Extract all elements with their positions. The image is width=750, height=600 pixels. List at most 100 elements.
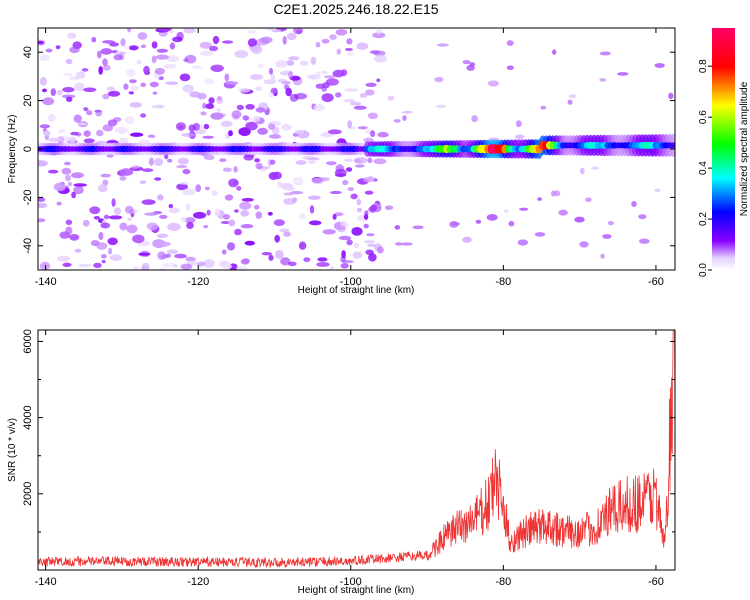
heatmap-noise-blob: [175, 122, 186, 131]
heatmap-noise-blob: [223, 214, 230, 220]
colorbar-tick-label: 0.8: [698, 59, 709, 73]
heatmap-noise-blob: [154, 158, 164, 166]
heatmap-noise-blob: [336, 48, 341, 55]
heatmap-noise-blob: [219, 158, 227, 163]
heatmap-noise-blob: [349, 101, 362, 106]
heatmap-noise-blob: [334, 212, 344, 217]
heatmap-noise-blob: [83, 107, 89, 112]
heatmap-noise-blob: [162, 262, 177, 268]
heatmap-noise-blob: [111, 198, 116, 207]
heatmap-noise-blob: [359, 93, 368, 98]
heatmap-noise-blob: [283, 198, 296, 205]
heatmap-noise-blob: [129, 102, 142, 108]
heatmap-noise-blob: [62, 262, 72, 267]
heatmap-noise-blob: [298, 213, 307, 220]
heatmap-noise-blob: [169, 42, 176, 50]
heatmap-noise-blob: [341, 250, 346, 259]
heatmap-noise-blob: [236, 265, 248, 270]
heatmap-noise-blob: [128, 45, 139, 51]
heatmap-x-tick-label: -120: [187, 276, 209, 288]
heatmap-noise-blob: [236, 186, 242, 191]
heatmap-noise-blob: [370, 204, 377, 212]
heatmap-noise-blob: [55, 45, 61, 50]
heatmap-noise-blob: [107, 90, 121, 97]
heatmap-noise-blob: [329, 266, 335, 270]
heatmap-noise-blob: [257, 127, 269, 135]
heatmap-noise-blob: [167, 158, 173, 163]
heatmap-noise-blob: [285, 87, 293, 97]
heatmap-noise-blob: [274, 234, 281, 243]
heatmap-noise-blob: [394, 242, 403, 246]
heatmap-noise-blob: [393, 119, 401, 123]
heatmap-noise-blob: [286, 32, 297, 41]
heatmap-noise-blob: [133, 266, 140, 270]
heatmap-noise-blob: [222, 40, 234, 44]
heatmap-noise-blob: [238, 87, 251, 93]
heatmap-noise-blob: [367, 157, 373, 164]
heatmap-noise-blob: [412, 225, 424, 230]
heatmap-noise-blob: [197, 261, 206, 266]
snr-frame: [37, 329, 676, 571]
heatmap-noise-blob: [279, 228, 290, 233]
heatmap-noise-blob: [282, 36, 287, 45]
heatmap-noise-blob: [214, 208, 220, 217]
heatmap-noise-blob: [154, 177, 162, 181]
heatmap-noise-blob: [173, 264, 178, 268]
heatmap-noise-blob: [83, 130, 91, 137]
heatmap-noise-blob: [42, 88, 47, 93]
heatmap-noise-blob: [125, 69, 136, 77]
heatmap-noise-blob: [328, 129, 342, 135]
heatmap-noise-blob: [101, 259, 106, 264]
heatmap-noise-blob: [354, 157, 368, 164]
heatmap-noise-blob: [353, 105, 367, 110]
heatmap-noise-blob: [435, 104, 447, 109]
snr-plot-area: [38, 330, 675, 569]
colorbar-tick-label: 0.4: [698, 161, 709, 175]
heatmap-noise-blob: [471, 115, 478, 123]
heatmap-noise-blob: [48, 169, 59, 174]
heatmap-noise-blob: [436, 43, 449, 47]
heatmap-noise-blob: [344, 88, 359, 92]
heatmap-noise-blob: [129, 79, 137, 84]
heatmap-noise-blob: [68, 181, 72, 187]
heatmap-noise-blob: [48, 137, 61, 142]
heatmap-noise-blob: [73, 183, 87, 187]
heatmap-noise-blob: [102, 124, 114, 132]
heatmap-noise-blob: [228, 178, 239, 188]
heatmap-noise-blob: [42, 97, 55, 106]
heatmap-noise-blob: [165, 253, 172, 258]
heatmap-noise-blob: [224, 73, 230, 82]
heatmap-noise-blob: [554, 190, 561, 197]
heatmap-noise-blob: [351, 227, 363, 236]
heatmap-noise-blob: [236, 104, 244, 111]
heatmap-noise-blob: [81, 68, 89, 72]
heatmap-noise-blob: [286, 60, 295, 66]
heatmap-noise-blob: [332, 213, 337, 220]
heatmap-noise-blob: [93, 262, 102, 269]
heatmap-noise-blob: [39, 54, 51, 62]
heatmap-noise-blob: [70, 172, 84, 179]
heatmap-noise-blob: [249, 74, 264, 80]
heatmap-noise-blob: [140, 113, 147, 118]
heatmap-noise-blob: [140, 82, 146, 88]
heatmap-noise-blob: [220, 221, 231, 224]
heatmap-noise-blob: [344, 158, 354, 162]
heatmap-noise-blob: [321, 93, 334, 103]
heatmap-noise-blob: [176, 165, 188, 169]
heatmap-noise-blob: [168, 204, 174, 209]
heatmap-noise-blob: [288, 261, 297, 267]
heatmap-noise-blob: [65, 174, 71, 182]
heatmap-noise-blob: [347, 52, 355, 56]
heatmap-noise-blob: [599, 51, 611, 56]
heatmap-noise-blob: [376, 29, 382, 34]
heatmap-noise-blob: [156, 233, 168, 238]
heatmap-noise-blob: [103, 214, 110, 220]
snr-x-axis-label: Height of straight line (km): [298, 585, 415, 596]
heatmap-noise-blob: [269, 67, 273, 75]
heatmap-noise-blob: [90, 240, 100, 247]
heatmap-noise-blob: [273, 219, 285, 227]
heatmap-noise-blob: [574, 216, 585, 223]
heatmap-noise-blob: [64, 161, 71, 166]
snr-x-tick-label: -80: [495, 576, 511, 588]
